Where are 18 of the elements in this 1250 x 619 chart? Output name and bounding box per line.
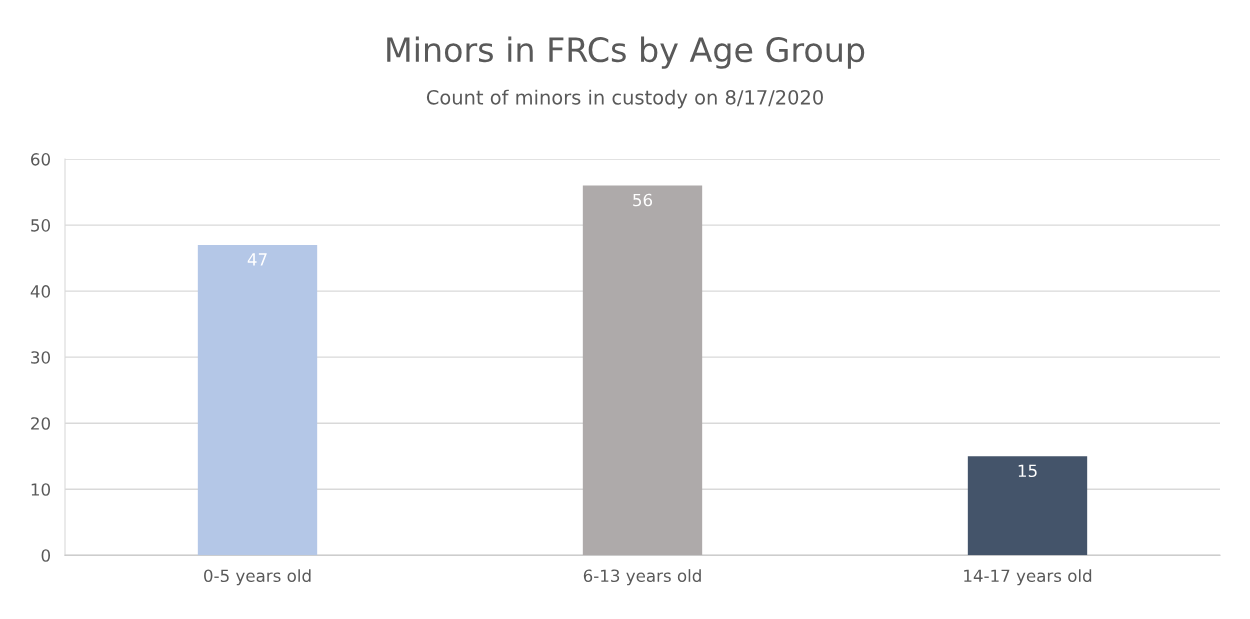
y-tick-label: 40 — [30, 285, 50, 298]
bar — [582, 185, 703, 556]
y-tick-label: 60 — [31, 153, 50, 166]
y-tick-label: 10 — [31, 483, 50, 496]
x-tick-label: 0-5 years old — [204, 569, 311, 586]
y-tick-label: 0 — [41, 549, 50, 562]
x-tick-label: 6-13 years old — [583, 569, 701, 586]
bar — [197, 244, 318, 556]
data-label: 56 — [633, 193, 653, 207]
chart-title: Minors in FRCs by Age Group — [387, 36, 865, 69]
data-label: 15 — [1018, 464, 1037, 478]
y-tick-label: 20 — [31, 417, 50, 430]
x-tick-label: 14-17 years old — [964, 569, 1092, 586]
bar — [967, 456, 1088, 556]
chart-subtitle: Count of minors in custody on 8/17/2020 — [426, 89, 823, 109]
data-label: 47 — [247, 253, 267, 266]
y-tick-label: 50 — [31, 219, 50, 232]
y-tick-label: 30 — [31, 351, 50, 364]
